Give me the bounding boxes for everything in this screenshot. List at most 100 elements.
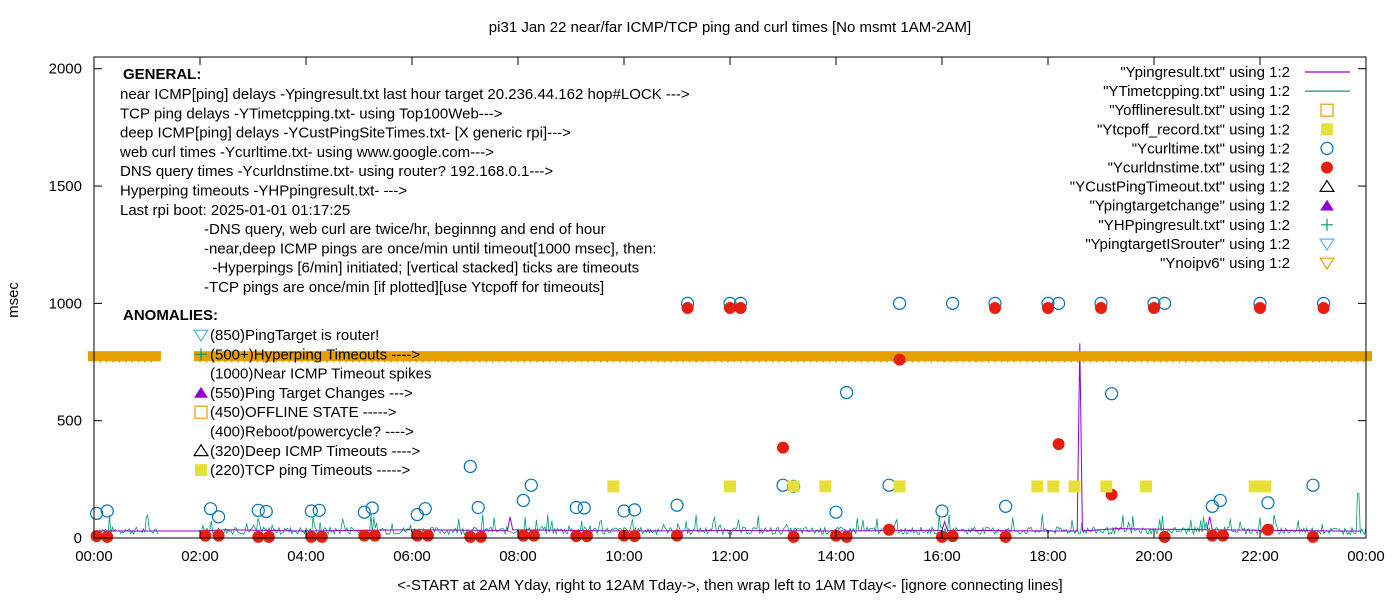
y-tick-label: 500 (57, 413, 82, 430)
filled-circle-point (101, 530, 114, 543)
legend-swatch (1320, 141, 1334, 155)
open-circle-point (259, 504, 273, 519)
open-circle-point (935, 504, 949, 518)
anomaly-marker (195, 464, 207, 477)
near-icmp-ping-line (94, 343, 1361, 532)
open-circle-point (1051, 296, 1066, 310)
x-tick-label: 08:00 (499, 548, 537, 565)
open-circle-point (1104, 387, 1119, 401)
anomalies-header: ANOMALIES: (123, 307, 218, 324)
legend-swatch (1319, 257, 1335, 271)
open-circle-point (670, 498, 684, 512)
filled-circle-point (1148, 302, 1160, 315)
legend-swatch (1321, 161, 1333, 174)
noipv6-marker (1356, 351, 1371, 364)
open-circle-point (524, 478, 538, 492)
legend-swatch (1321, 123, 1333, 136)
filled-circle-point (315, 530, 328, 543)
filled-circle-point (212, 529, 225, 542)
open-circle-point (365, 501, 379, 515)
open-circle-point (312, 503, 326, 517)
filled-circle-point (305, 530, 318, 543)
legend-label: "Ypingtargetchange" using 1:2 (1089, 198, 1290, 215)
open-circle-point (516, 493, 530, 508)
y-tick-label: 0 (74, 530, 82, 547)
filled-square-point (1031, 480, 1044, 493)
general-line: near ICMP[ping] delays -Ypingresult.txt … (120, 86, 690, 103)
filled-circle-point (517, 529, 530, 542)
general-note: -TCP pings are once/min [if plotted][use… (204, 279, 604, 296)
anomaly-item: (550)Ping Target Changes ---> (210, 385, 413, 402)
series-layer (87, 296, 1372, 543)
filled-circle-point (1317, 302, 1330, 315)
general-note: -Hyperpings [6/min] initiated; [vertical… (204, 260, 639, 277)
series-filled-square (607, 480, 1272, 493)
x-tick-label: 20:00 (1135, 548, 1173, 565)
filled-circle-point (252, 530, 265, 543)
open-circle-point (882, 478, 896, 492)
anomaly-item: (220)TCP ping Timeouts -----> (210, 462, 410, 479)
filled-circle-point (1216, 529, 1229, 542)
x-tick-label: 04:00 (287, 548, 325, 565)
filled-circle-point (411, 529, 424, 542)
filled-square-point (787, 480, 800, 493)
filled-circle-point (628, 530, 641, 543)
filled-circle-point (946, 530, 959, 543)
open-circle-point (998, 499, 1013, 513)
filled-circle-point (1206, 529, 1219, 542)
anomaly-item: (400)Reboot/powercycle? ----> (210, 424, 414, 441)
legend-label: "YCustPingTimeout.txt" using 1:2 (1070, 179, 1290, 196)
filled-circle-point (1158, 530, 1171, 543)
legend-label: "YTimetcpping.txt" using 1:2 (1103, 83, 1290, 100)
open-circle-point (1205, 499, 1219, 513)
filled-circle-point (893, 353, 906, 366)
filled-circle-point (1042, 302, 1054, 315)
filled-circle-point (1095, 302, 1107, 315)
open-circle-point (463, 459, 477, 474)
x-tick-label: 12:00 (711, 548, 749, 565)
anomaly-marker (194, 386, 208, 398)
anomaly-item: (500+)Hyperping Timeouts ----> (210, 346, 420, 363)
general-line: Last rpi boot: 2025-01-01 01:17:25 (120, 202, 350, 219)
x-tick-label: 06:00 (393, 548, 431, 565)
legend-swatch (1320, 199, 1334, 211)
open-circle-point (892, 296, 907, 310)
filled-circle-point (262, 530, 275, 543)
anomaly-item: (450)OFFLINE STATE -----> (210, 404, 397, 421)
anomaly-marker (193, 329, 209, 343)
x-tick-label: 10:00 (605, 548, 643, 565)
noipv6-marker (144, 351, 159, 364)
open-circle-point (945, 296, 960, 310)
open-circle-point (1306, 478, 1320, 492)
filled-circle-point (474, 530, 487, 543)
x-tick-label: 02:00 (181, 548, 219, 565)
open-circle-point (251, 503, 265, 517)
axes: 0 500 1000 1500 2000 00:00 02:00 04:00 06:00 08:0… (49, 56, 1385, 565)
open-circle-point (569, 500, 583, 515)
noipv6-band (193, 351, 1372, 364)
filled-circle-point (840, 530, 853, 543)
filled-circle-point (1254, 302, 1266, 315)
open-circle-point (90, 506, 104, 520)
legend-label: "Ynoipv6" using 1:2 (1160, 255, 1290, 272)
y-tick-label: 1500 (49, 178, 82, 195)
noipv6-band-fill (194, 351, 1372, 362)
filled-circle-point (1307, 530, 1319, 543)
filled-square-point (607, 480, 620, 493)
general-line: TCP ping delays -YTimetcpping.txt- using… (120, 105, 503, 122)
open-circle-point (617, 504, 631, 518)
open-circle-point (418, 502, 432, 516)
filled-circle-point (671, 529, 683, 542)
general-line: web curl times -Ycurltime.txt- using www… (119, 144, 494, 161)
open-circle-point (304, 504, 318, 518)
filled-square-point (819, 480, 832, 493)
filled-square-point (1047, 480, 1060, 493)
tcp-ping-trace (93, 493, 1367, 536)
anomaly-item: (1000)Near ICMP Timeout spikes (210, 366, 431, 383)
general-note: -DNS query, web curl are twice/hr, begin… (204, 221, 606, 238)
filled-circle-point (358, 529, 371, 542)
filled-square-point (893, 480, 906, 493)
filled-circle-point (734, 302, 747, 315)
open-circle-point (627, 503, 642, 517)
